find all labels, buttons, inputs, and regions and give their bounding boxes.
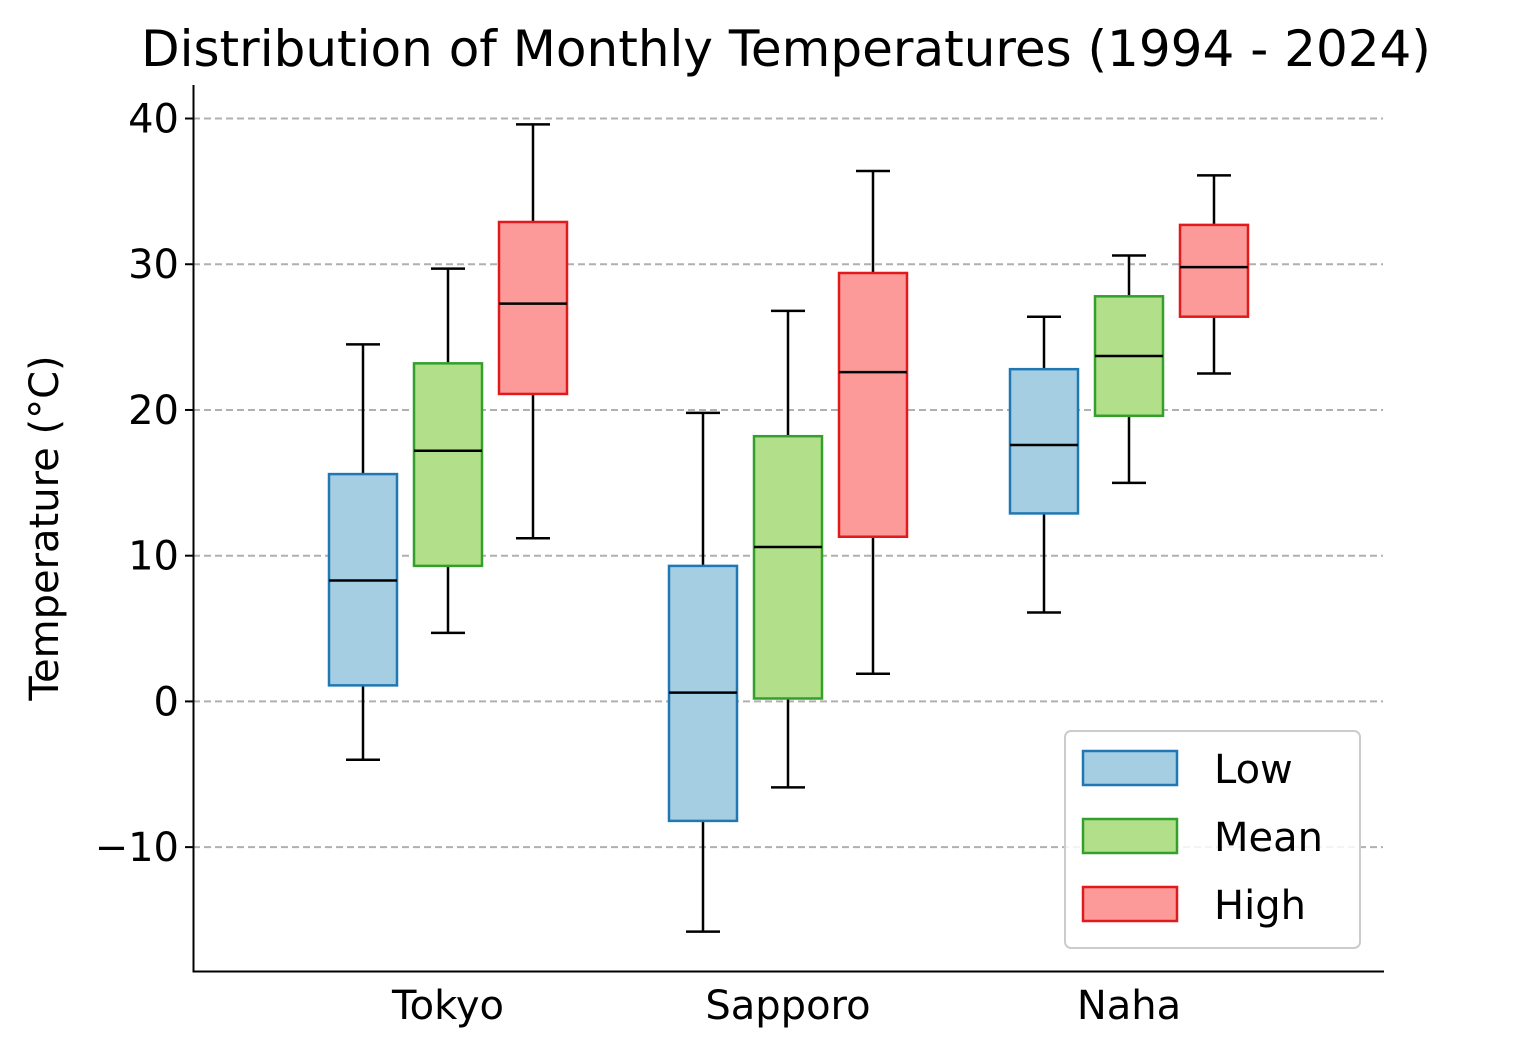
x-tick-label: Sapporo: [705, 983, 870, 1029]
y-tick-label: 30: [128, 242, 179, 288]
x-tick-label: Naha: [1077, 983, 1181, 1029]
legend-label-mean: Mean: [1214, 815, 1323, 861]
box-iqr: [497, 220, 569, 396]
box-iqr: [1178, 223, 1250, 318]
legend-swatch-low: [1081, 749, 1179, 787]
x-ticks: Tokyo Sapporo Naha: [391, 983, 1181, 1029]
box-plots: [327, 123, 1250, 933]
x-tick-label: Tokyo: [391, 983, 504, 1029]
y-tick-label: 40: [128, 97, 179, 143]
box-mean-tokyo: [412, 267, 484, 635]
legend-swatch-mean: [1081, 817, 1179, 855]
box-low-sapporo: [667, 411, 739, 933]
box-iqr: [1008, 367, 1080, 515]
box-low-naha: [1008, 315, 1080, 614]
legend: Low Mean High: [1064, 730, 1361, 949]
y-axis-label: Temperature (°C): [22, 355, 68, 701]
box-iqr: [837, 271, 909, 538]
legend-label-low: Low: [1214, 747, 1293, 793]
y-tick-label: 0: [154, 679, 179, 725]
y-tick-label: 10: [128, 534, 179, 580]
axes: [192, 85, 1384, 973]
y-ticks: −10 0 10 20 30 40: [95, 97, 193, 871]
box-mean-naha: [1093, 254, 1165, 485]
chart-title: Distribution of Monthly Temperatures (19…: [141, 20, 1431, 78]
box-high-naha: [1178, 174, 1250, 375]
box-high-sapporo: [837, 169, 909, 675]
y-tick-label: −10: [95, 825, 179, 871]
box-iqr: [752, 434, 824, 700]
box-mean-sapporo: [752, 309, 824, 789]
y-tick-label: 20: [128, 388, 179, 434]
box-high-tokyo: [497, 123, 569, 540]
legend-swatch-high: [1081, 885, 1179, 923]
legend-label-high: High: [1214, 883, 1306, 929]
box-iqr: [412, 362, 484, 568]
box-low-tokyo: [327, 343, 399, 761]
